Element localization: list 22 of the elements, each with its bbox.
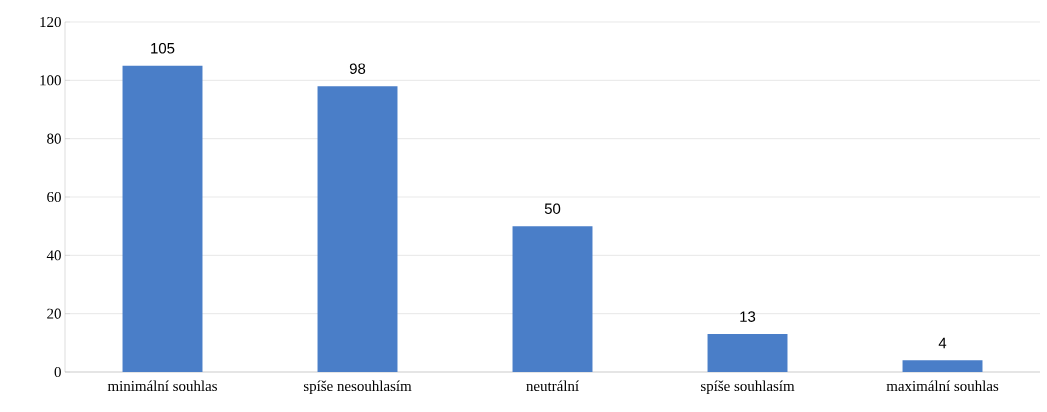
data-label: 4: [938, 337, 947, 349]
y-tick-label: 60: [47, 191, 61, 203]
y-tick-label: 100: [40, 75, 61, 86]
data-label: 50: [544, 203, 561, 214]
x-tick-label: minimální souhlas: [107, 380, 217, 392]
data-label: 13: [740, 311, 756, 322]
x-tick-label: spíše nesouhlasím: [303, 380, 412, 395]
x-tick-label: spíše souhlasím: [701, 380, 795, 395]
data-label: 98: [349, 63, 366, 74]
y-tick-label: 40: [46, 250, 61, 261]
y-tick-label: 80: [47, 133, 61, 144]
bar: [512, 226, 593, 372]
data-label: 105: [151, 42, 175, 54]
x-tick-label: neutrální: [526, 380, 579, 392]
bar: [707, 334, 788, 372]
bar: [122, 65, 203, 372]
x-tick-label: maximální souhlas: [886, 380, 999, 392]
y-tick-label: 120: [40, 16, 61, 28]
y-tick-label: 20: [47, 308, 61, 319]
bar: [902, 360, 983, 372]
bar: [317, 86, 398, 372]
y-tick-label: 0: [54, 366, 61, 378]
